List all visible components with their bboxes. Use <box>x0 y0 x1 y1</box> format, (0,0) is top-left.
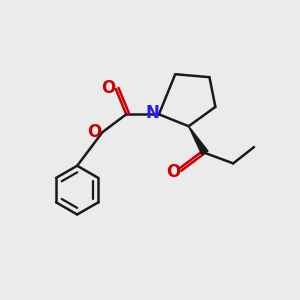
Text: O: O <box>87 123 101 141</box>
Text: N: N <box>146 104 159 122</box>
Text: O: O <box>101 79 116 97</box>
Polygon shape <box>189 126 208 155</box>
Text: O: O <box>166 163 180 181</box>
